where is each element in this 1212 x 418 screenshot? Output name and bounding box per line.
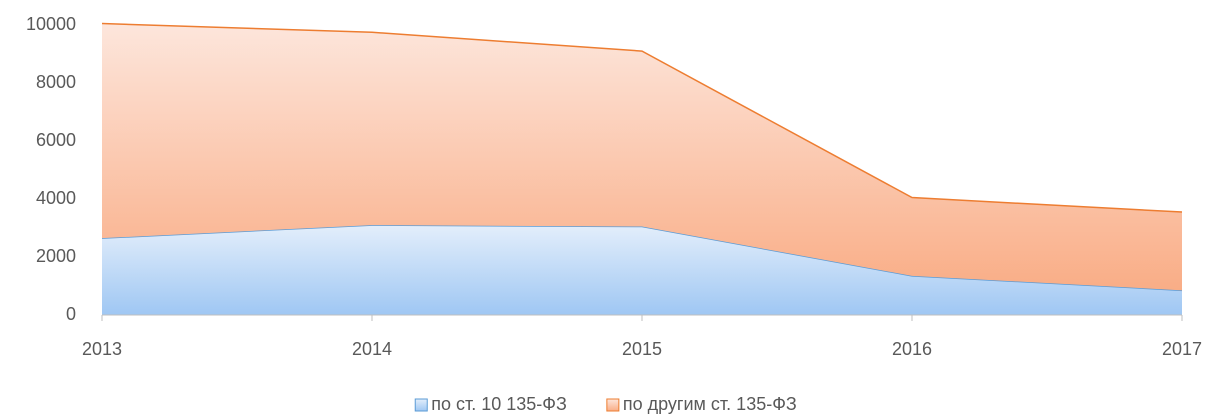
y-tick-label: 0	[66, 304, 76, 324]
legend-item: по ст. 10 135-ФЗ	[414, 394, 567, 414]
area-line	[101, 22, 1183, 213]
x-tick-label: 2016	[892, 339, 932, 359]
legend-swatch	[414, 398, 428, 412]
y-tick-label: 10000	[26, 14, 76, 34]
area	[102, 23, 1182, 291]
y-tick-label: 4000	[36, 188, 76, 208]
legend-swatch	[606, 398, 620, 412]
legend-label: по другим ст. 135-ФЗ	[623, 394, 797, 414]
legend-item: по другим ст. 135-ФЗ	[606, 394, 797, 414]
area	[102, 225, 1182, 315]
x-tick-label: 2017	[1162, 339, 1202, 359]
y-tick-label: 8000	[36, 72, 76, 92]
x-tick-label: 2014	[352, 339, 392, 359]
x-tick-label: 2015	[622, 339, 662, 359]
y-tick-label: 6000	[36, 130, 76, 150]
legend-label: по ст. 10 135-ФЗ	[431, 394, 567, 414]
x-tick-label: 2013	[82, 339, 122, 359]
y-tick-label: 2000	[36, 246, 76, 266]
